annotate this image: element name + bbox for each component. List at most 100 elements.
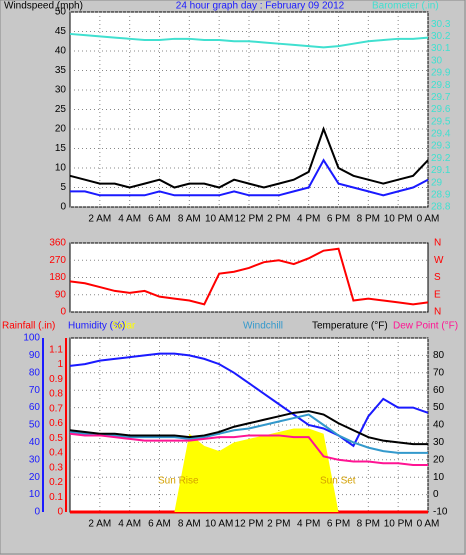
y-tick-label: 5 (60, 182, 66, 193)
x-tick-label: 4 AM (118, 519, 141, 530)
y2-tick-label: 80 (433, 350, 445, 361)
x-tick-label: 6 PM (327, 214, 350, 225)
y-tick-label: 35 (55, 65, 67, 76)
y2-tick-label: 29.8 (431, 80, 451, 91)
line (69, 247, 429, 306)
y2-tick-label: 29.3 (431, 141, 451, 152)
y2-tick-label: W (434, 255, 444, 266)
y2-tick-label: N (434, 307, 441, 318)
y3-tick-label: 0 (57, 507, 63, 518)
y2-tick-label: 30 (433, 437, 445, 448)
y2-tick-label: 0 (433, 489, 439, 500)
y-tick-label: 30 (29, 454, 41, 465)
x-tick-label: 4 AM (118, 214, 141, 225)
x-tick-label: 10 PM (384, 214, 413, 225)
line (69, 352, 429, 448)
y3-tick-label: 0.3 (49, 462, 63, 473)
y-axis-title: Windspeed (mph) (4, 1, 83, 12)
line (69, 126, 429, 189)
line (69, 413, 428, 454)
y-tick-label: 100 (23, 333, 40, 344)
chart-title: 24 hour graph day : February 09 2012 (176, 1, 345, 12)
y-tick-label: 0 (60, 307, 66, 318)
x-tick-label: 8 PM (357, 214, 380, 225)
y-tick-label: 180 (49, 272, 66, 283)
x-tick-label: 12 PM (235, 214, 264, 225)
y-tick-label: 270 (49, 255, 66, 266)
x-tick-label: 10 AM (205, 519, 233, 530)
y2-tick-label: 28.9 (431, 189, 451, 200)
y3-tick-label: 0.1 (49, 492, 63, 503)
x-tick-label: 10 AM (205, 214, 233, 225)
y-tick-label: 45 (55, 26, 67, 37)
y-tick-label: 20 (55, 124, 67, 135)
y3-tick-label: 1 (57, 359, 63, 370)
y2-tick-label: 40 (433, 420, 445, 431)
y-tick-label: 30 (55, 85, 67, 96)
y2-tick-label: 29.1 (431, 165, 451, 176)
x-tick-label: 6 AM (148, 519, 171, 530)
line (69, 410, 428, 446)
legend-label: Solar (112, 321, 136, 332)
y-tick-label: 90 (55, 289, 67, 300)
y3-tick-label: 0.2 (49, 477, 63, 488)
y2-tick-label: 29.5 (431, 116, 451, 127)
annotation: Sun Rise (158, 476, 199, 487)
y2-tick-label: N (434, 238, 441, 249)
line (69, 32, 429, 49)
x-tick-label: 4 PM (297, 214, 320, 225)
y2-tick-label: 30 (431, 55, 443, 66)
x-tick-label: 2 AM (88, 519, 111, 530)
legend-label: Temperature (°F) (312, 321, 388, 332)
y-tick-label: 80 (29, 367, 41, 378)
line (70, 158, 429, 197)
area (70, 428, 428, 512)
y-tick-label: 50 (29, 420, 41, 431)
y-tick-label: 90 (29, 350, 41, 361)
y2-tick-label: 30.2 (431, 31, 451, 42)
legend-label: Dew Point (°F) (393, 321, 458, 332)
y-tick-label: 0 (34, 507, 40, 518)
y2-tick-label: 10 (433, 472, 445, 483)
x-tick-label: 0 AM (417, 519, 440, 530)
y3-tick-label: 0.6 (49, 418, 63, 429)
y3-tick-label: 0.7 (49, 403, 63, 414)
y2-tick-label: 50 (433, 402, 445, 413)
y2-tick-label: 29.7 (431, 92, 451, 103)
y3-tick-label: 0.9 (49, 374, 63, 385)
y2-tick-label: 29.4 (431, 129, 451, 140)
y-tick-label: 25 (55, 104, 67, 115)
x-tick-label: 8 AM (178, 519, 201, 530)
y-tick-label: 10 (55, 163, 67, 174)
x-tick-label: 10 PM (384, 519, 413, 530)
y-tick-label: 40 (55, 46, 67, 57)
y3-tick-label: 0.8 (49, 389, 63, 400)
x-tick-label: 2 PM (267, 519, 290, 530)
x-tick-label: 8 AM (178, 214, 201, 225)
y-tick-label: 40 (29, 437, 41, 448)
annotation: Sun Set (320, 476, 356, 487)
y-tick-label: 0 (60, 202, 66, 213)
y2-tick-label: E (434, 289, 441, 300)
y2-tick-label: 20 (433, 454, 445, 465)
y2-tick-label: -10 (433, 507, 448, 518)
y-tick-label: 10 (29, 489, 41, 500)
y2-tick-label: S (434, 272, 441, 283)
y2-tick-label: 60 (433, 385, 445, 396)
y2-tick-label: 29 (431, 177, 443, 188)
x-tick-label: 2 AM (88, 214, 111, 225)
y-tick-label: 60 (29, 402, 41, 413)
y2-tick-label: 70 (433, 367, 445, 378)
y-tick-label: 70 (29, 385, 41, 396)
y-tick-label: 20 (29, 472, 41, 483)
y2-tick-label: 29.9 (431, 68, 451, 79)
legend-label: Humidity (%) (68, 321, 125, 332)
x-tick-label: 8 PM (357, 519, 380, 530)
x-tick-label: 2 PM (267, 214, 290, 225)
plot-area (69, 242, 429, 313)
y2-axis-title: Barometer (.in) (372, 1, 439, 12)
y-tick-label: 360 (49, 238, 66, 249)
x-tick-label: 12 PM (235, 519, 264, 530)
y-tick-label: 50 (55, 7, 67, 18)
